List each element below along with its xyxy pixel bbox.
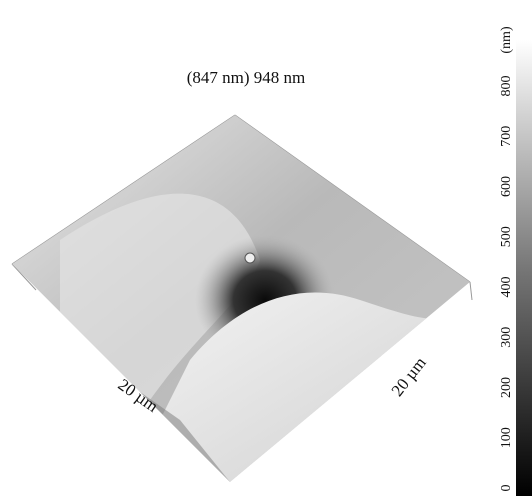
- colorbar-tick-label: 100: [499, 427, 514, 448]
- surface: [12, 115, 470, 482]
- y-size-label: 20 µm: [388, 353, 430, 400]
- colorbar-tick-label: 400: [499, 277, 514, 298]
- colorbar-tick-label: 300: [499, 327, 514, 348]
- height-label: (847 nm) 948 nm: [187, 68, 306, 87]
- colorbar-tick-label: 500: [499, 226, 514, 247]
- colorbar-tick-label: 0: [499, 485, 514, 492]
- colorbar-ticks: 0 100 200 300 400 500 600 700 800: [499, 76, 514, 492]
- colorbar-unit: (nm): [499, 26, 514, 54]
- afm-figure: (847 nm) 948 nm 20 µm 20 µm (nm) 0100200…: [0, 0, 532, 496]
- colorbar-tick-label: 600: [499, 176, 514, 197]
- colorbar-tick-label: 800: [499, 76, 514, 97]
- colorbar-tick-label: 700: [499, 126, 514, 147]
- colorbar: [516, 40, 532, 496]
- colorbar-tick-label: 200: [499, 377, 514, 398]
